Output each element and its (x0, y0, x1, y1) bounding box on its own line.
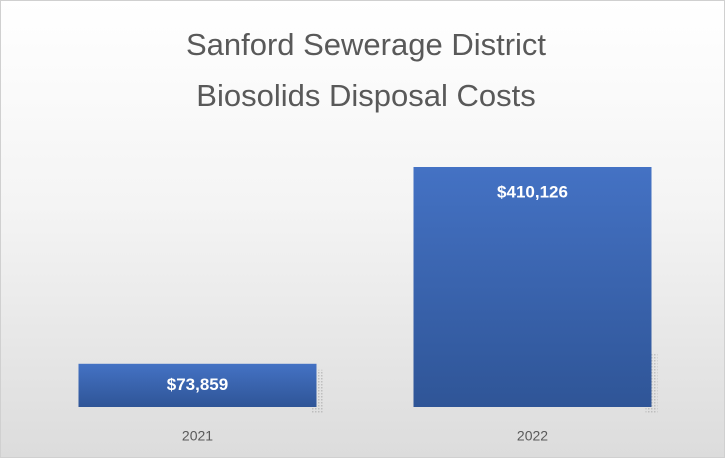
bar (78, 363, 317, 407)
data-label: $410,126 (497, 182, 568, 201)
data-label: $73,859 (167, 375, 228, 394)
chart-title: Biosolids Disposal Costs (196, 78, 535, 113)
bar (413, 167, 652, 407)
x-tick-label: 2022 (517, 428, 548, 444)
chart-title: Sanford Sewerage District (186, 27, 546, 62)
x-tick-label: 2021 (182, 428, 213, 444)
